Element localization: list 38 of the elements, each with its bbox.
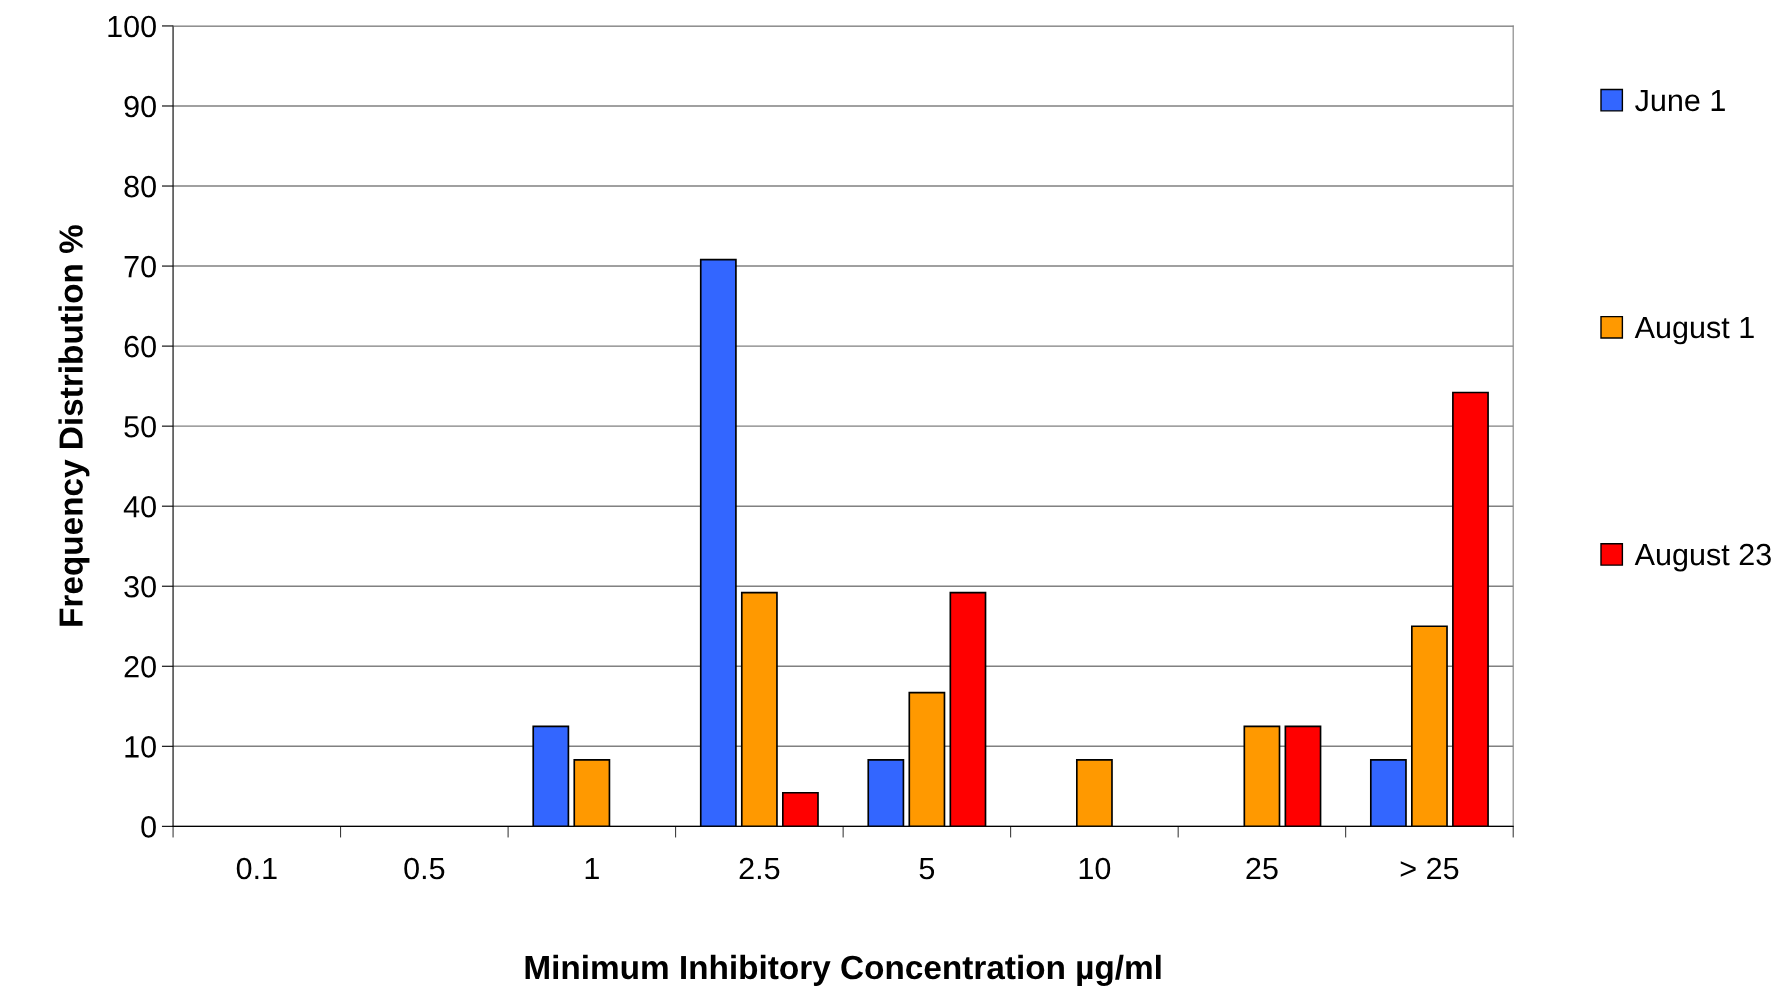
y-tick-label: 80 bbox=[124, 175, 156, 198]
bar bbox=[781, 791, 819, 827]
x-axis-title: Minimum Inhibitory Concentration µg/ml bbox=[525, 954, 1161, 987]
bar bbox=[949, 591, 987, 827]
x-tick-label: 0.1 bbox=[236, 857, 277, 880]
x-tick-label: 0.5 bbox=[404, 857, 445, 880]
x-tick-label: 2.5 bbox=[739, 857, 780, 880]
x-tick-label: 1 bbox=[585, 858, 599, 880]
y-axis-title: Frequency Distribution % bbox=[58, 225, 90, 626]
x-tick-label: > 25 bbox=[1400, 857, 1459, 880]
bar bbox=[867, 759, 905, 827]
y-tick-label: 30 bbox=[124, 575, 156, 598]
y-tick-label: 20 bbox=[124, 656, 156, 678]
x-tick-label: 10 bbox=[1079, 857, 1111, 880]
y-tick-label: 40 bbox=[123, 495, 156, 518]
bar bbox=[1075, 759, 1113, 827]
y-tick-label: 90 bbox=[124, 95, 156, 118]
y-tick-label: 100 bbox=[108, 15, 156, 38]
y-tick-label: 10 bbox=[125, 736, 156, 758]
bar bbox=[573, 759, 611, 827]
legend-label: August 1 bbox=[1634, 316, 1754, 345]
y-tick-label: 70 bbox=[124, 255, 156, 278]
bar bbox=[908, 691, 946, 827]
bar bbox=[1411, 625, 1448, 827]
y-tick-label: 50 bbox=[124, 415, 156, 438]
y-tick-label: 60 bbox=[124, 335, 156, 358]
bar bbox=[1369, 759, 1407, 827]
x-tick-label: 5 bbox=[919, 858, 935, 880]
bar bbox=[1452, 391, 1489, 827]
bar bbox=[532, 725, 570, 827]
x-tick-label: 25 bbox=[1246, 857, 1278, 880]
legend-label: August 23 bbox=[1634, 543, 1771, 572]
bar bbox=[740, 591, 778, 827]
legend-label: June 1 bbox=[1635, 89, 1725, 112]
bar bbox=[699, 258, 737, 827]
bar bbox=[1243, 725, 1281, 827]
y-tick-label: 0 bbox=[141, 816, 156, 838]
bar bbox=[1284, 725, 1322, 827]
